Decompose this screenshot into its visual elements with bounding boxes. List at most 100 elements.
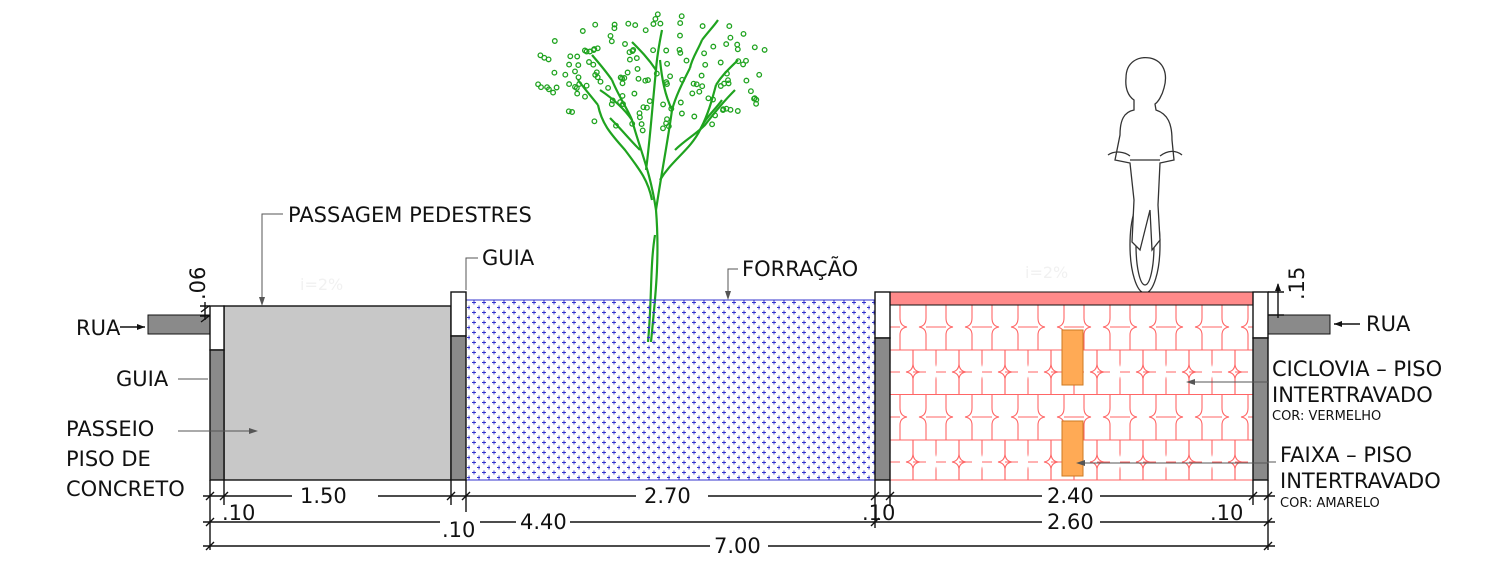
label-faixa-1: FAIXA – PISO xyxy=(1280,443,1412,467)
tree-icon xyxy=(577,19,739,343)
tree-leaf xyxy=(702,61,709,68)
label-guia-left: GUIA xyxy=(116,367,169,391)
tree-leaf xyxy=(678,110,685,117)
tree-leaf xyxy=(717,59,724,66)
tree-leaf xyxy=(613,122,619,129)
tree-leaf xyxy=(650,47,657,54)
tree-leaf xyxy=(664,60,671,67)
tree-leaf xyxy=(625,20,632,27)
label-passeio-1: PASSEIO xyxy=(66,417,154,441)
tree-leaf xyxy=(609,97,616,104)
tree-leaf xyxy=(550,89,557,96)
tree-leaf xyxy=(633,55,640,62)
tree-leaf xyxy=(579,28,586,34)
tree-leaf xyxy=(721,80,728,87)
label-ciclovia-cor: COR: VERMELHO xyxy=(1272,409,1381,424)
tree-leaf xyxy=(668,105,675,112)
tree-leaf xyxy=(720,106,727,113)
tree-leaf xyxy=(636,114,643,121)
tree-leaf xyxy=(630,46,637,53)
tree-leaf xyxy=(753,100,760,107)
tree-leaf xyxy=(629,120,636,127)
tree-leaf xyxy=(735,58,742,65)
tree-leaf xyxy=(743,57,749,64)
tree-leaf xyxy=(586,59,592,65)
tree-leaf xyxy=(583,82,590,89)
dim-forracao: 2.70 xyxy=(644,484,691,508)
tree-leaf xyxy=(699,83,706,90)
tree-leaf xyxy=(676,46,683,53)
tree-leaf xyxy=(617,99,624,106)
tree-leaf xyxy=(677,32,683,39)
tree-leaf xyxy=(696,88,703,95)
dim-guia-right: .10 xyxy=(1210,501,1243,525)
tree-leaf xyxy=(693,81,700,88)
tree-leaf xyxy=(538,84,544,91)
tree-leaf xyxy=(663,47,670,54)
tree-leaf xyxy=(756,71,763,78)
tree-leaf xyxy=(712,112,719,119)
tree-leaf xyxy=(657,20,664,27)
tree-leaf xyxy=(608,101,615,108)
tree-leaf xyxy=(566,81,573,88)
tree-leaf xyxy=(576,81,583,88)
tree-leaf xyxy=(591,118,598,125)
tree-leaf xyxy=(608,38,615,45)
tree-leaf xyxy=(734,41,741,48)
tree-leaf xyxy=(642,27,649,34)
tree-leaf xyxy=(646,98,653,105)
guia-mid-right xyxy=(874,291,891,481)
guia-mid-left xyxy=(450,291,467,481)
label-faixa-2: INTERTRAVADO xyxy=(1280,469,1441,493)
tree-leaf xyxy=(626,56,633,63)
label-guia-top: GUIA xyxy=(482,246,535,270)
tree-leaf xyxy=(594,45,601,52)
tree-leaf xyxy=(551,69,558,76)
tree-leaf xyxy=(701,50,708,57)
tree-leaf xyxy=(553,84,560,91)
tree-leaf xyxy=(638,121,645,128)
label-rua-right: RUA xyxy=(1366,312,1411,336)
tree-leaf xyxy=(643,104,650,111)
tree-leaf xyxy=(639,127,646,134)
guia-left xyxy=(209,305,225,481)
tree-leaf xyxy=(575,74,582,81)
dim-curb-left: .06 xyxy=(186,267,210,300)
tree-leaf xyxy=(698,72,705,79)
tree-leaf xyxy=(597,78,604,85)
tree-leaf xyxy=(535,81,542,88)
label-passeio-3: CONCRETO xyxy=(66,477,185,501)
label-ciclovia-2: INTERTRAVADO xyxy=(1272,383,1433,407)
dim-passeio: 1.50 xyxy=(300,484,347,508)
tree-leaf xyxy=(650,21,657,27)
tree-leaf xyxy=(679,76,686,83)
label-passagem-pedestres: PASSAGEM PEDESTRES xyxy=(288,203,532,227)
tree-leaf xyxy=(592,21,599,28)
tree-leaf xyxy=(723,41,730,48)
tree-leaf xyxy=(619,75,626,82)
label-rua-left: RUA xyxy=(76,316,121,340)
dim-guia-left-2: .10 xyxy=(442,518,475,542)
tree-leaf xyxy=(562,71,569,78)
tree-leaf xyxy=(709,121,716,128)
dim-ciclovia: 2.40 xyxy=(1047,484,1094,508)
tree-leaf xyxy=(631,90,638,97)
dim-total: 7.00 xyxy=(714,534,761,558)
dim-guia-left: .10 xyxy=(222,501,255,525)
dim-subtotal-right: 2.60 xyxy=(1047,510,1094,534)
tree-leaf xyxy=(663,79,670,86)
tree-leaf xyxy=(569,109,576,115)
tree-leaf xyxy=(590,61,597,68)
tree-leaf xyxy=(734,46,741,53)
tree-leaf xyxy=(654,11,661,18)
dim-curb-right: .15 xyxy=(1285,267,1309,300)
tree-leaf xyxy=(537,52,544,59)
tree-leaf xyxy=(723,70,730,77)
tree-leaf xyxy=(751,44,758,51)
tree-leaves xyxy=(535,11,768,134)
tree-leaf xyxy=(574,90,581,97)
faixa-block-2 xyxy=(1061,420,1084,477)
tree-leaf xyxy=(645,77,651,84)
tree-leaf xyxy=(574,53,581,60)
